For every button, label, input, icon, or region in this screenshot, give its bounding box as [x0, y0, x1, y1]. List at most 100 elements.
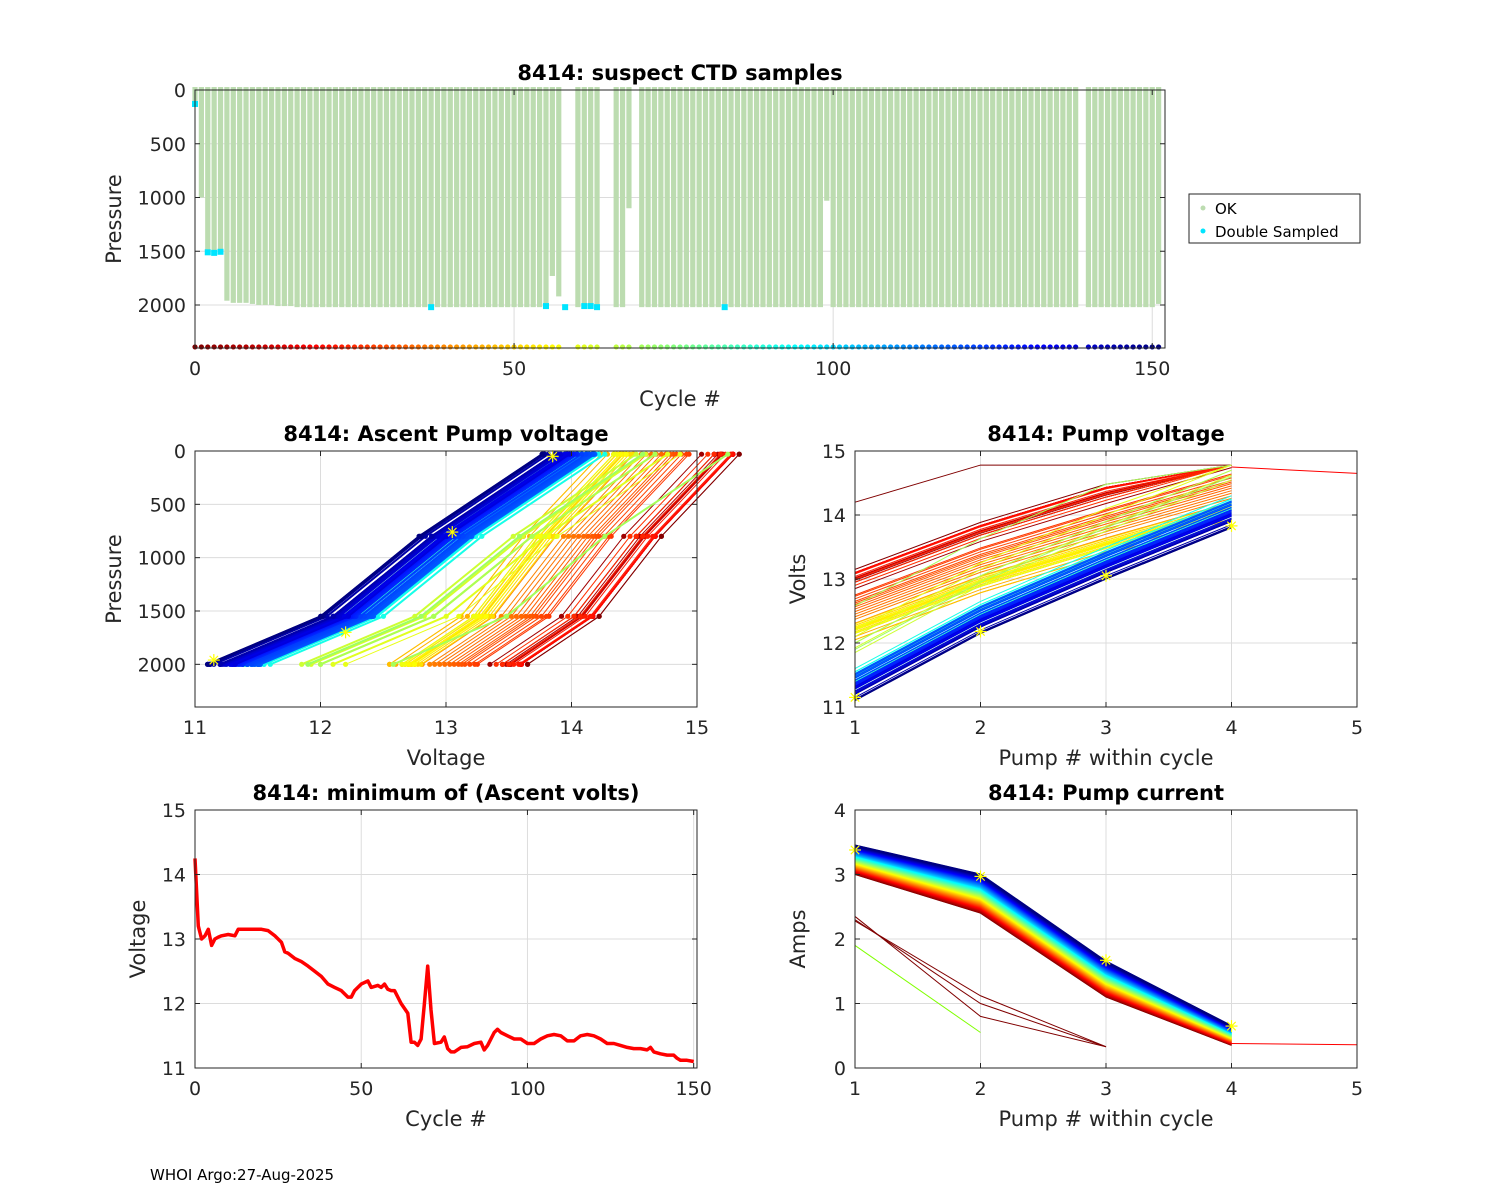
ok-profile-bar: [243, 87, 249, 303]
cycle-marker: [1066, 344, 1072, 350]
cycle-marker: [473, 344, 479, 350]
ascent-point: [589, 533, 595, 539]
ok-profile-bar: [836, 87, 843, 308]
cycle-marker: [402, 344, 409, 350]
pump-current-outlier-line: [854, 920, 1107, 1048]
ok-profile-bar: [766, 87, 772, 308]
x-tick-label: 3: [1100, 1078, 1112, 1100]
double-sampled-point: [581, 303, 588, 310]
pump-voltage-line: [854, 508, 1232, 683]
ascent-point: [633, 451, 639, 457]
ok-profile-bar: [575, 87, 581, 308]
highlight-star-marker: [207, 654, 220, 667]
cycle-marker: [741, 344, 747, 350]
ascent-point: [464, 613, 470, 619]
cycle-marker: [230, 344, 236, 350]
double-sampled-point: [217, 248, 224, 255]
ascent-point: [429, 533, 435, 539]
pump-voltage-line: [854, 464, 1232, 577]
ascent-point: [483, 613, 489, 619]
ascent-point: [232, 661, 238, 667]
ok-profile-bar: [1060, 87, 1066, 308]
ascent-series-line: [213, 453, 549, 666]
cycle-marker: [415, 344, 421, 350]
ok-profile-bar: [753, 87, 760, 308]
ok-profile-bar: [773, 87, 779, 308]
cycle-marker: [785, 344, 792, 350]
pump-voltage-line: [854, 507, 1232, 681]
pump-current-extra-line: [1231, 1042, 1358, 1046]
y-tick-label: 1000: [138, 188, 186, 210]
cycle-marker: [575, 344, 581, 350]
ok-profile-bar: [728, 87, 734, 308]
cycle-marker: [792, 344, 798, 350]
cycle-marker: [307, 344, 313, 350]
cycle-marker: [1002, 344, 1009, 350]
x-tick-label: 12: [308, 717, 332, 739]
ascent-series-line: [505, 453, 719, 665]
ok-profile-bar: [817, 87, 823, 308]
ok-profile-bar: [415, 87, 421, 308]
ascent-point: [343, 661, 349, 667]
legend-double-sampled-marker: [1200, 228, 1206, 234]
ok-profile-bar: [792, 87, 798, 308]
cycle-marker: [1053, 344, 1060, 350]
cycle-marker: [1060, 344, 1066, 350]
pump-voltage-line: [854, 498, 1232, 673]
double-sampled-points: [192, 100, 728, 311]
ascent-point: [443, 613, 449, 619]
ascent-point: [447, 661, 453, 667]
ok-profile-bar: [805, 87, 811, 308]
ok-profile-bar: [492, 87, 498, 308]
cycle-marker: [422, 344, 428, 350]
y-axis-label: Voltage: [126, 900, 150, 979]
ascent-point: [698, 451, 705, 457]
cycle-marker: [320, 344, 326, 350]
ascent-point: [677, 451, 683, 457]
x-tick-label: 1: [849, 717, 861, 739]
ok-profile-bar: [422, 87, 428, 308]
cycle-marker: [364, 344, 370, 350]
ascent-point: [472, 661, 478, 667]
ok-profile-bar: [1111, 87, 1117, 308]
y-tick-label: 1000: [138, 548, 186, 570]
ok-profile-bar: [1136, 87, 1143, 308]
ascent-series: [204, 451, 742, 667]
double-sampled-point: [211, 249, 218, 256]
ascent-point: [510, 533, 516, 539]
ascent-point: [717, 451, 723, 457]
double-sampled-point: [562, 304, 569, 311]
ok-profile-bar: [224, 87, 230, 301]
pump-voltage-line: [854, 520, 1232, 695]
pump-voltage-line: [854, 515, 1232, 689]
ascent-point: [499, 661, 506, 667]
pump-voltage-line: [854, 501, 1232, 675]
ok-profile-bar: [377, 87, 383, 308]
ok-profile-bar: [1015, 87, 1021, 308]
ascent-point: [650, 533, 656, 539]
y-tick-label: 12: [162, 994, 186, 1016]
ok-profile-bar: [1104, 87, 1111, 308]
star-stroke: [548, 451, 558, 461]
ascent-point: [418, 613, 424, 619]
ok-profile-bar: [964, 87, 970, 308]
cycle-marker: [460, 344, 466, 350]
min-ascent-volts-panel: 0 50 100 150 11 12 13 14 15 8414: minimum of (As…: [126, 781, 712, 1131]
ok-profile-bar: [996, 87, 1002, 308]
cycle-marker: [498, 344, 504, 350]
ascent-point: [506, 661, 512, 667]
ok-profile-bar: [332, 87, 338, 308]
legend-ok-label: OK: [1215, 200, 1238, 218]
cycle-marker: [1015, 344, 1021, 350]
ok-profile-bar: [294, 87, 300, 308]
ascent-series-line: [458, 453, 671, 665]
ascent-point: [652, 451, 658, 457]
pump-voltage-line: [854, 519, 1232, 694]
y-tick-label: 11: [822, 697, 846, 719]
ascent-series-line: [246, 453, 583, 666]
ok-profile-bar: [511, 87, 517, 308]
ascent-series-line: [509, 453, 723, 665]
star-stroke: [340, 627, 351, 637]
